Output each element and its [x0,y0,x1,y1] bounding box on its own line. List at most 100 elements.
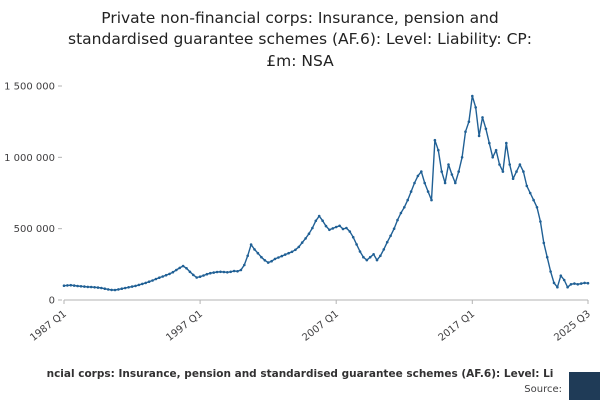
chart-title-line-3: £m: NSA [266,51,334,70]
data-point [358,250,362,253]
data-point [365,258,369,262]
data-point [454,181,457,185]
data-point [297,245,301,249]
data-point [324,224,328,228]
data-point [307,232,311,235]
data-point [334,225,338,229]
data-point [192,273,195,277]
source-label: Source: [524,384,562,395]
data-point [351,235,355,239]
data-point [239,268,243,272]
data-point [69,283,73,287]
data-point [175,268,178,272]
data-point [474,106,478,109]
data-point [379,254,382,258]
y-tick-label: 1 500 000 [4,82,55,93]
data-point [273,257,277,261]
data-point [283,253,287,256]
y-tick-label: 1 000 000 [4,153,55,164]
data-point [542,241,546,245]
data-point [399,211,403,215]
data-point [287,251,290,255]
data-point [130,285,134,288]
data-point [137,283,141,287]
data-point [416,174,420,178]
data-point [409,190,413,193]
data-point [300,241,304,244]
data-point [222,270,226,274]
data-point [205,272,209,276]
data-point [382,248,386,251]
data-point [185,267,188,270]
data-point [457,170,461,173]
data-point [375,258,379,262]
data-point [505,141,508,145]
data-point [120,287,124,290]
brand-logo-block [569,372,600,400]
data-point [243,263,246,267]
x-tick-label: 1987 Q1 [28,309,69,344]
data-point [573,282,576,285]
data-point [345,226,348,230]
data-point [123,286,127,290]
data-point [477,134,481,138]
data-point [181,264,185,268]
data-point [586,281,590,285]
data-point [491,156,495,159]
data-point [72,284,76,287]
data-point [362,255,365,259]
data-point [525,184,529,188]
data-point [134,284,137,288]
data-point [539,220,542,223]
data-point [566,285,569,289]
data-point [100,286,103,290]
data-point [290,250,294,254]
data-point [331,227,335,230]
series-line [63,95,589,291]
data-point [545,255,549,259]
footer-caption: ncial corps: Insurance, pension and stan… [46,368,554,380]
data-point [576,283,580,286]
data-point [304,237,307,240]
data-point [103,287,107,290]
data-point [430,198,433,202]
data-point [556,285,559,289]
data-point [396,218,399,222]
data-point [178,266,181,270]
data-point [515,170,518,173]
data-point [212,271,215,274]
data-point [253,248,256,251]
data-point [549,270,552,273]
data-point [270,259,273,263]
data-point [552,281,556,285]
data-point [311,226,314,230]
data-point [579,282,583,285]
data-point [215,270,219,274]
chart-title: Private non-financial corps: Insurance, … [0,8,600,72]
data-point [280,254,284,258]
data-point [440,170,444,173]
data-point [464,130,467,133]
data-point [154,277,158,281]
data-point [249,243,253,246]
data-point [348,230,352,233]
data-point [488,141,491,145]
data-point [437,148,440,152]
data-point [392,227,396,230]
data-point [447,163,450,166]
data-point [83,285,86,288]
data-point [151,279,154,282]
data-point [321,219,324,222]
data-point [443,181,447,185]
data-point [195,276,198,279]
data-point [368,255,372,259]
data-point [341,227,345,231]
data-point [484,127,488,131]
data-point [127,286,130,289]
data-point [79,285,83,288]
data-point [522,170,525,173]
data-point [232,269,236,273]
data-point [62,284,66,287]
data-point [583,281,586,285]
